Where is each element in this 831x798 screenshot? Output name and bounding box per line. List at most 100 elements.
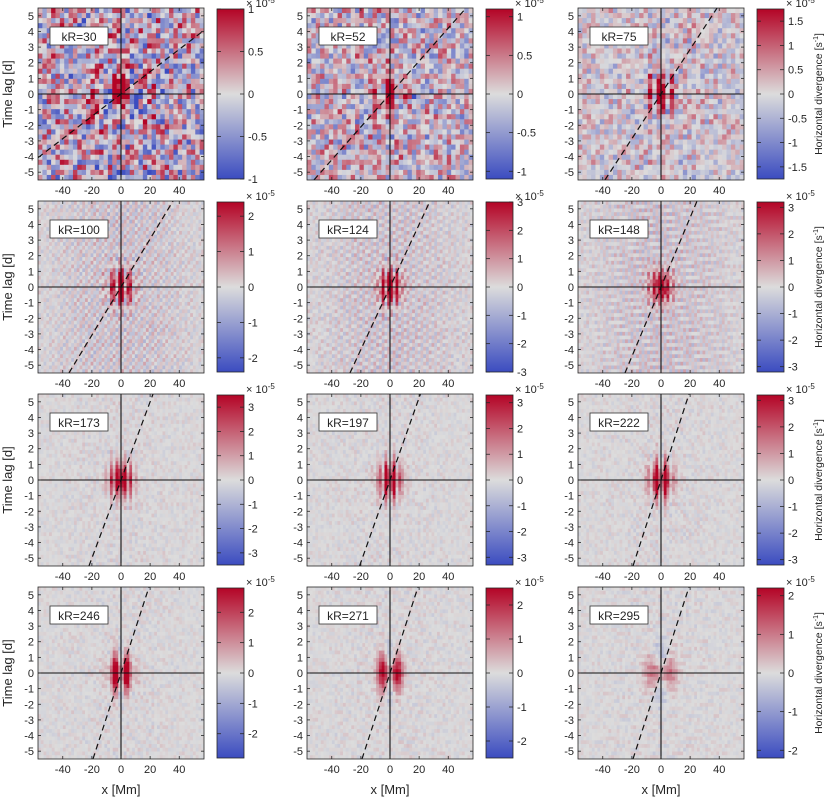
x-tick-label: 0 [118, 764, 124, 776]
colorbar-axis-label: Horizontal divergence [s-1] [813, 33, 825, 155]
colorbar-tick-label: -2 [248, 353, 258, 365]
y-tick-label: 4 [568, 219, 574, 231]
x-tick-label: -20 [624, 571, 640, 583]
y-tick-label: -5 [293, 360, 303, 372]
colorbar-tick-label: 1 [517, 12, 523, 24]
x-tick-label: 40 [713, 764, 725, 776]
y-tick-label: 3 [297, 235, 303, 247]
y-tick-label: -3 [24, 715, 34, 727]
colorbar-gradient-7 [216, 394, 245, 566]
y-tick-label: -3 [24, 329, 34, 341]
panel-label-box-6 [589, 219, 649, 239]
y-axis-label: Time lag [d] [0, 253, 15, 320]
colorbar-axis-label: Horizontal divergence [s-1] [813, 612, 825, 734]
x-tick-label: 0 [118, 571, 124, 583]
y-tick-label: 0 [568, 475, 574, 487]
y-tick-label: 3 [28, 235, 34, 247]
y-tick-label: 4 [297, 219, 303, 231]
colorbar-1: 1 0.5 0 -0.5 -1 × 10-5 [216, 0, 275, 186]
y-tick-label: -1 [24, 105, 34, 117]
y-tick-label: 4 [568, 412, 574, 424]
colorbar-gradient-5 [485, 201, 514, 373]
y-tick-label: 1 [28, 73, 34, 85]
y-axis-label: Time lag [d] [0, 60, 15, 127]
colorbar-tick-label: -2 [248, 729, 258, 741]
y-tick-label: -1 [24, 298, 34, 310]
y-tick-label: -2 [564, 699, 574, 711]
y-tick-label: -1 [24, 684, 34, 696]
panel-label-box-11 [318, 605, 378, 625]
colorbar-10: 2 1 0 -1 -2 × 10-5 [216, 575, 275, 759]
y-tick-label: -4 [564, 731, 574, 743]
y-tick-label: -5 [564, 746, 574, 758]
y-tick-label: 4 [28, 26, 34, 38]
y-tick-label: 3 [568, 235, 574, 247]
y-tick-label: 1 [568, 459, 574, 471]
y-tick-label: 2 [297, 58, 303, 70]
x-tick-label: -20 [624, 185, 640, 197]
y-tick-label: 2 [568, 637, 574, 649]
y-tick-label: 1 [28, 459, 34, 471]
x-tick-label: 40 [713, 378, 725, 390]
y-tick-label: 0 [297, 475, 303, 487]
colorbar-tick-label: 2 [517, 600, 523, 612]
colorbar-tick-label: 0.5 [248, 47, 263, 59]
y-tick-label: 3 [297, 621, 303, 633]
colorbar-8: 3 2 1 0 -1 -2 -3 × 10-5 [485, 382, 544, 566]
colorbar-tick-label: -2 [517, 527, 527, 539]
colorbar-tick-label: -1 [248, 499, 258, 511]
colorbar-tick-label: 2 [788, 422, 794, 434]
dashed-line-2 [313, 8, 467, 180]
y-tick-label: 3 [568, 42, 574, 54]
y-tick-label: 3 [28, 621, 34, 633]
y-tick-label: 0 [297, 282, 303, 294]
panel-label-10: kR=246 [49, 605, 109, 625]
y-tick-label: 5 [568, 590, 574, 602]
x-tick-label: -20 [353, 764, 369, 776]
panel-label-box-7 [49, 412, 109, 432]
colorbar-gradient-10 [216, 587, 245, 759]
x-tick-label: -40 [324, 571, 340, 583]
y-tick-label: -4 [293, 731, 303, 743]
y-tick-label: -5 [24, 553, 34, 565]
panel-label-box-5 [318, 219, 378, 239]
y-tick-label: -1 [564, 298, 574, 310]
colorbar-tick-label: -2 [248, 524, 258, 536]
panel-label-12: kR=295 [589, 605, 649, 625]
x-tick-label: -20 [84, 185, 100, 197]
x-tick-label: 40 [442, 764, 454, 776]
y-tick-label: -4 [24, 538, 34, 550]
x-tick-label: -40 [595, 764, 611, 776]
heatmap-3 [578, 8, 744, 180]
y-tick-label: 1 [297, 459, 303, 471]
colorbar-tick-label: 3 [788, 202, 794, 214]
panel-label-5: kR=124 [318, 219, 378, 239]
colorbar-tick-label: -2 [788, 335, 798, 347]
y-tick-label: 5 [297, 204, 303, 216]
y-tick-label: 2 [28, 251, 34, 263]
colorbar-exponent: × 10-5 [246, 575, 275, 589]
panel-label-7: kR=173 [49, 412, 109, 432]
x-tick-label: -20 [624, 378, 640, 390]
dashed-line-3 [604, 8, 718, 180]
y-tick-label: -5 [564, 360, 574, 372]
colorbar-tick-label: -0.5 [788, 113, 807, 125]
heatmap-11 [307, 587, 473, 759]
panel-label-text-12: kR=295 [598, 609, 640, 623]
colorbar-tick-label: 1 [788, 629, 794, 641]
x-tick-label: -40 [55, 185, 71, 197]
x-tick-label: -40 [595, 185, 611, 197]
colorbar-9: 3 2 1 0 -1 -2 -3 × 10-5 Horizontal divergence [s… [756, 382, 825, 567]
colorbar-tick-label: -3 [248, 548, 258, 560]
colorbar-tick-label: 3 [788, 395, 794, 407]
colorbar-tick-label: 0 [248, 282, 254, 294]
panel-label-text-4: kR=100 [58, 223, 100, 237]
colorbar-tick-label: 1 [517, 634, 523, 646]
x-tick-label: 20 [144, 764, 156, 776]
panel-label-text-9: kR=222 [598, 416, 640, 430]
y-tick-label: 0 [568, 668, 574, 680]
colorbar-12: 2 1 0 -1 -2 × 10-5 Horizontal divergence [s-1] [756, 575, 825, 759]
heatmap-5 [307, 201, 473, 373]
y-tick-label: -2 [24, 506, 34, 518]
y-tick-label: -3 [293, 136, 303, 148]
